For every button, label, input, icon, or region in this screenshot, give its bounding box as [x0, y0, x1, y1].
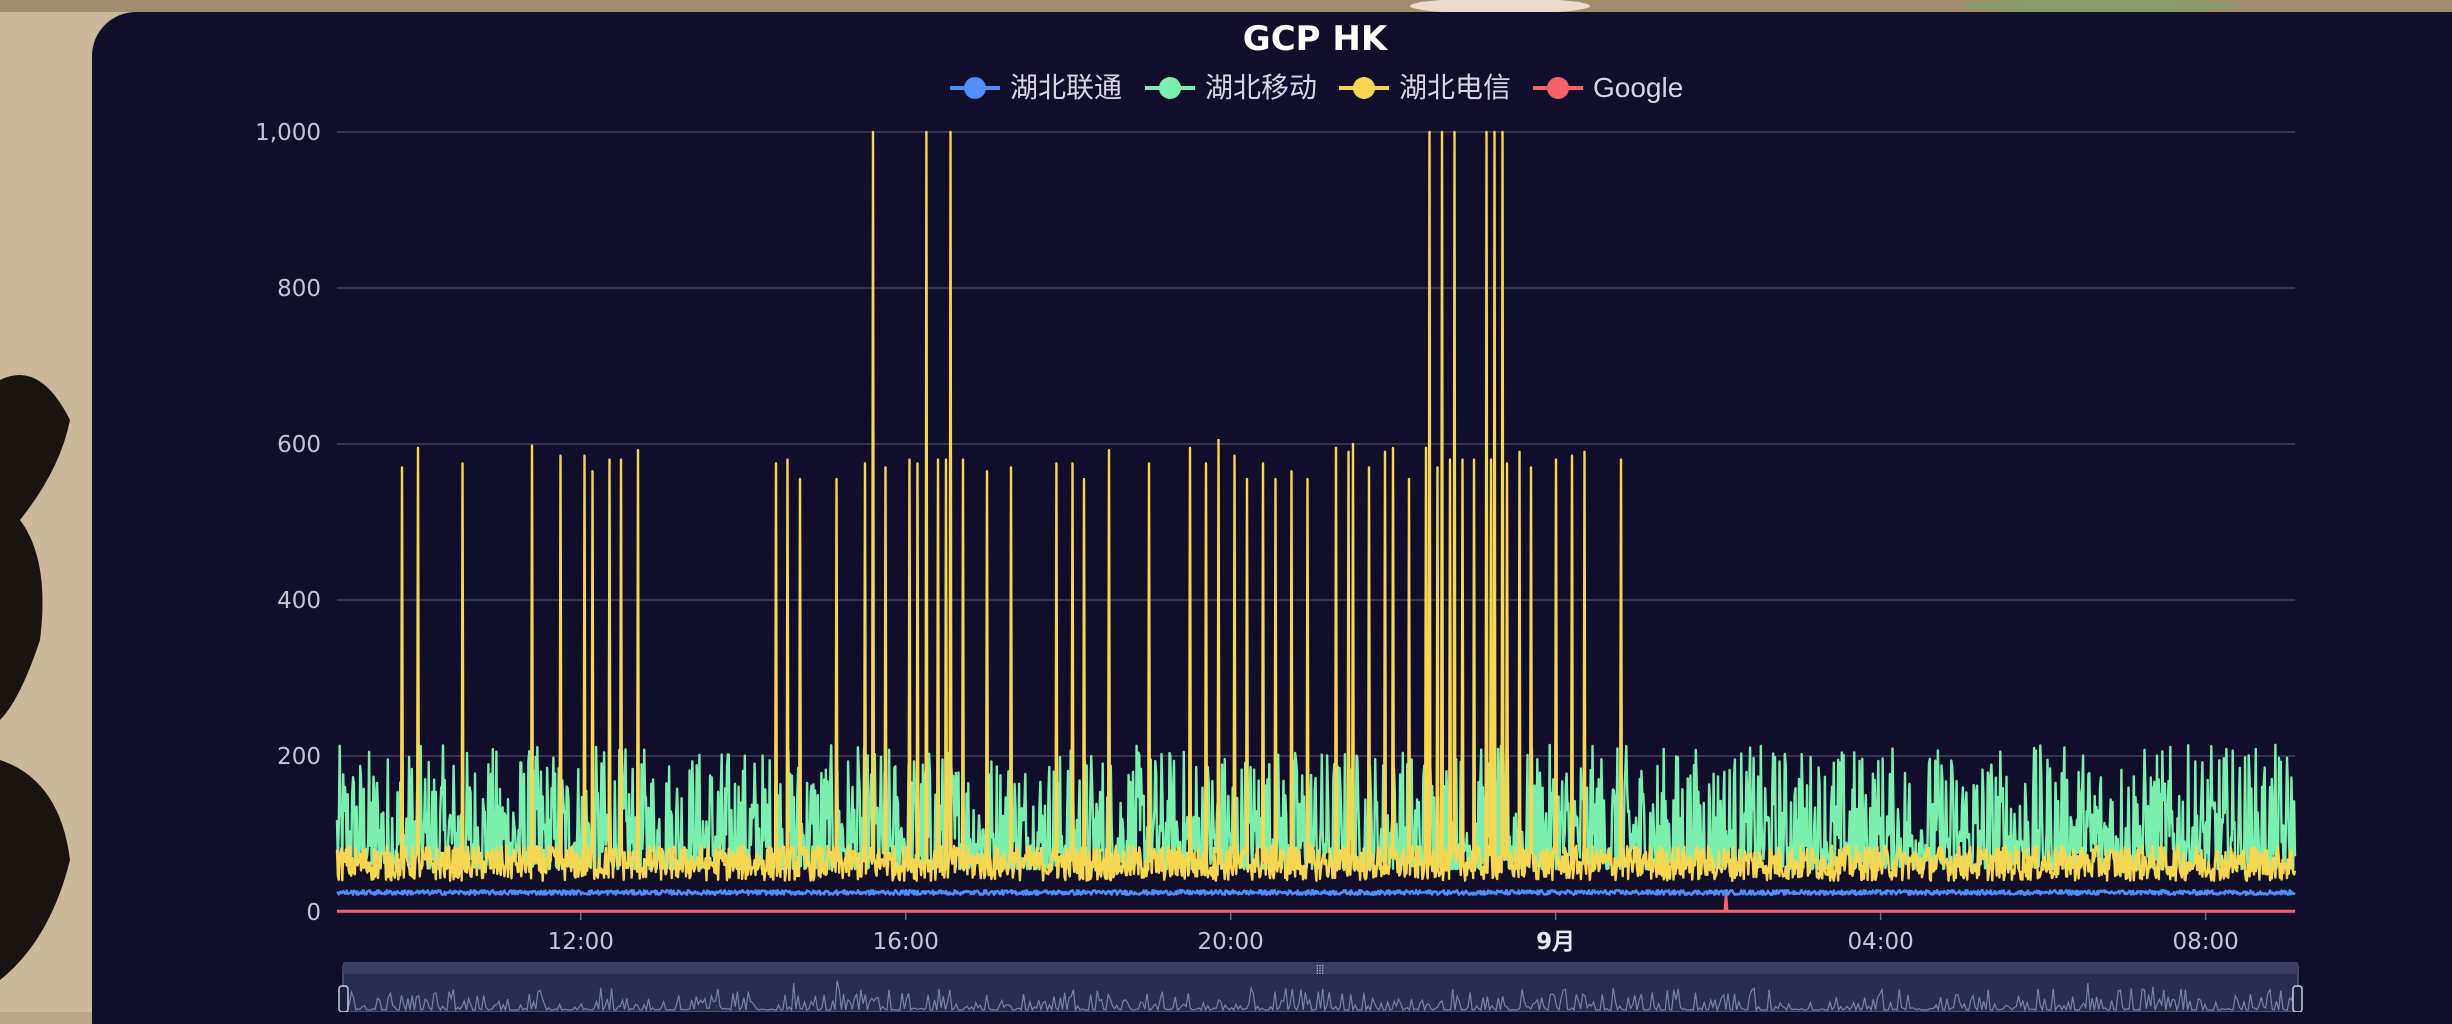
- zoom-slider-overview: [344, 980, 2297, 1012]
- legend-item[interactable]: 湖北电信: [1339, 72, 1511, 103]
- legend-label: 湖北电信: [1399, 72, 1511, 103]
- y-tick-label: 600: [277, 432, 321, 458]
- x-axis: 12:00 16:00 20:00 9月 04:00 08:00: [337, 911, 2295, 955]
- y-tick-label: 800: [277, 276, 321, 302]
- plot-area: [335, 130, 2297, 913]
- legend-label: 湖北联通: [1010, 72, 1122, 103]
- zoom-handle-left[interactable]: [338, 985, 349, 1012]
- y-tick-label: 400: [277, 588, 321, 614]
- legend-label: Google: [1593, 72, 1683, 103]
- chart-grid: [337, 131, 2295, 757]
- zoom-slider-top-bar[interactable]: [343, 962, 2298, 974]
- legend-item[interactable]: 湖北联通: [950, 72, 1122, 103]
- series-line-unicom: [336, 889, 2296, 896]
- y-tick-label: 0: [306, 900, 321, 926]
- x-tick-label: 9月: [1536, 929, 1575, 955]
- zoom-handle-right[interactable]: [2292, 985, 2303, 1012]
- chart-legend[interactable]: 湖北联通 湖北移动 湖北电信 Google: [950, 72, 1683, 103]
- legend-item[interactable]: 湖北移动: [1145, 72, 1317, 103]
- legend-marker-icon: [1547, 77, 1569, 99]
- x-tick-label: 04:00: [1848, 929, 1914, 955]
- y-tick-label: 200: [277, 744, 321, 770]
- zoom-slider[interactable]: ⦙⦙⦙: [338, 962, 2303, 1012]
- legend-item[interactable]: Google: [1533, 72, 1683, 103]
- legend-label: 湖北移动: [1205, 72, 1317, 103]
- x-tick-label: 08:00: [2172, 929, 2238, 955]
- legend-marker-icon: [1353, 77, 1375, 99]
- y-tick-label: 1,000: [255, 120, 321, 146]
- x-tick-label: 12:00: [548, 929, 614, 955]
- chart-title: GCP HK: [1243, 19, 1389, 59]
- x-tick-label: 20:00: [1198, 929, 1264, 955]
- zoom-drag-handle-icon[interactable]: ⦙⦙⦙: [1316, 963, 1324, 977]
- series-line-telecom: [335, 130, 2297, 882]
- legend-marker-icon: [1159, 77, 1181, 99]
- legend-marker-icon: [964, 77, 986, 99]
- series-line-mobile: [335, 743, 2297, 871]
- series-line-google: [336, 894, 2296, 913]
- x-tick-label: 16:00: [873, 929, 939, 955]
- y-axis: 0 200 400 600 800 1,000: [255, 120, 321, 926]
